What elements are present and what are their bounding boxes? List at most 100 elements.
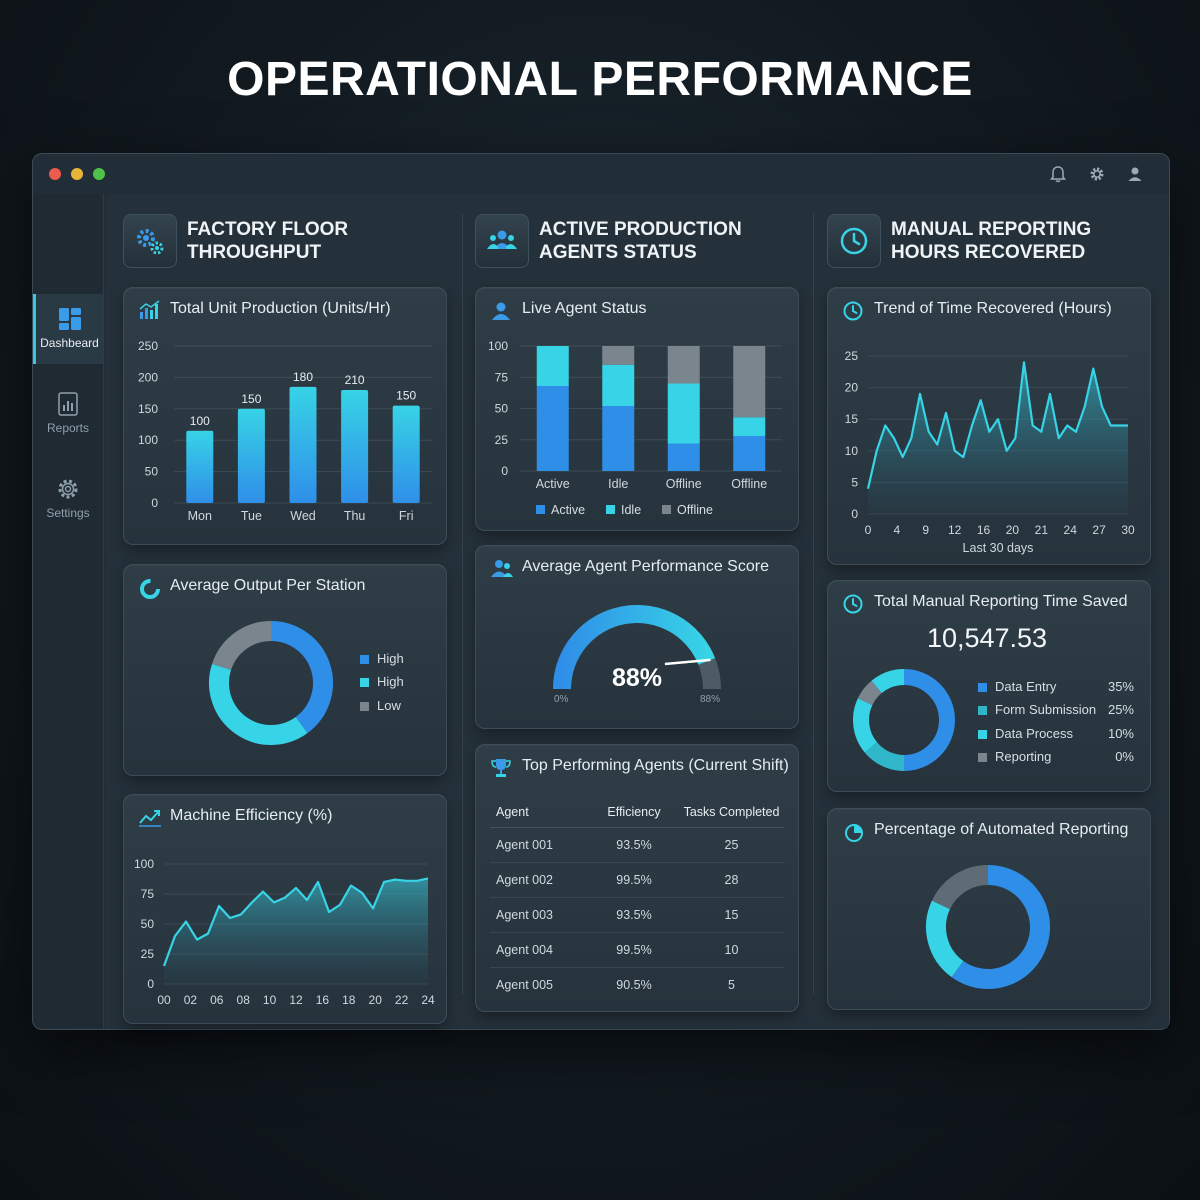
column-header: Tasks Completed bbox=[679, 797, 784, 828]
x-tick-label: Mon bbox=[188, 509, 212, 523]
pie-chart-icon bbox=[140, 579, 160, 599]
section-title: FACTORY FLOOR THROUGHPUT bbox=[187, 219, 349, 263]
efficiency-cell: 90.5% bbox=[616, 978, 652, 992]
gauge-max-label: 88% bbox=[700, 694, 721, 705]
area-fill bbox=[868, 362, 1128, 514]
unit-production-chart: 0 50 100 150 200 250 100 Mon 150 Tue 180 Wed 210 Thu 1… bbox=[138, 339, 432, 523]
x-tick-label: 00 bbox=[157, 993, 171, 1007]
column-divider bbox=[462, 214, 463, 994]
column-header: Agent bbox=[490, 797, 589, 828]
y-tick-label: 200 bbox=[138, 370, 158, 384]
x-tick-label: 18 bbox=[342, 993, 356, 1007]
column-divider bbox=[813, 214, 814, 994]
maximize-window-button[interactable] bbox=[93, 168, 105, 180]
bar bbox=[341, 389, 369, 503]
clock-icon bbox=[843, 301, 863, 321]
trend-recovered-chart: 0 5 10 15 20 25 0 4 9 12 16 20 21 24 27 30 Last 30 days bbox=[845, 349, 1135, 555]
series-line bbox=[866, 361, 1128, 489]
legend-value: 35% bbox=[1107, 679, 1134, 694]
y-tick-label: 0 bbox=[151, 496, 158, 510]
person-icon bbox=[492, 302, 510, 320]
efficiency-cell: 93.5% bbox=[589, 897, 679, 933]
x-tick-label: 02 bbox=[184, 993, 198, 1007]
table-row[interactable]: Agent 005 90.5% 5 bbox=[490, 968, 784, 1003]
stacked-bar-segment bbox=[733, 436, 766, 471]
table-row[interactable]: Agent 002 99.5% 28 bbox=[490, 862, 784, 898]
y-tick-label: 250 bbox=[138, 339, 158, 353]
sidebar-item-reports[interactable]: Reports bbox=[33, 379, 103, 449]
card-title: Average Output Per Station bbox=[170, 577, 366, 594]
bar bbox=[237, 408, 265, 503]
donut-slice bbox=[951, 865, 1050, 989]
bar bbox=[186, 430, 214, 503]
bar bbox=[289, 386, 317, 503]
x-tick-label: Fri bbox=[399, 509, 414, 523]
agent-name-cell: Agent 002 bbox=[490, 862, 589, 898]
bar-value-label: 210 bbox=[345, 373, 365, 387]
efficiency-cell: 93.5% bbox=[589, 827, 679, 863]
x-tick-label: 12 bbox=[289, 993, 303, 1007]
reports-icon bbox=[58, 392, 78, 416]
dashboard-content: FACTORY FLOOR THROUGHPUT ACTIVE PRODUCTI… bbox=[105, 194, 1168, 1028]
user-icon[interactable] bbox=[1125, 164, 1145, 184]
legend-label: Active bbox=[551, 503, 585, 517]
legend-swatch bbox=[662, 505, 671, 514]
donut-slice bbox=[209, 663, 308, 745]
column-header: Efficiency bbox=[589, 797, 679, 828]
stacked-bar-segment bbox=[733, 417, 766, 436]
y-tick-label: 25 bbox=[141, 947, 155, 961]
gear-icon[interactable] bbox=[1087, 164, 1107, 184]
close-window-button[interactable] bbox=[49, 168, 61, 180]
card-title: Live Agent Status bbox=[522, 300, 647, 317]
table-row[interactable]: Agent 003 93.5% 15 bbox=[490, 897, 784, 933]
legend-value: 10% bbox=[1107, 726, 1134, 741]
machine-efficiency-chart: 0 25 50 75 100 00 02 06 08 10 12 16 18 20 22 24 bbox=[134, 857, 435, 1007]
minimize-window-button[interactable] bbox=[71, 168, 83, 180]
clock-icon bbox=[843, 594, 863, 614]
legend-label: Offline bbox=[677, 503, 713, 517]
bar-value-label: 180 bbox=[293, 370, 313, 384]
stacked-bar-segment bbox=[667, 346, 700, 384]
sidebar-item-dashboard[interactable]: Dashbeard bbox=[33, 294, 103, 364]
section-title: MANUAL REPORTING HOURS RECOVERED bbox=[891, 219, 1092, 263]
legend-swatch bbox=[606, 505, 615, 514]
sidebar-item-settings[interactable]: Settings bbox=[33, 464, 103, 534]
bell-icon[interactable] bbox=[1048, 164, 1068, 184]
legend-item: Data Process bbox=[978, 726, 1073, 741]
settings-icon bbox=[58, 479, 78, 499]
x-tick-label: 16 bbox=[977, 523, 991, 537]
series-line bbox=[162, 877, 429, 967]
efficiency-cell: 99.5% bbox=[589, 932, 679, 968]
table-header-row: Agent Efficiency Tasks Completed bbox=[490, 797, 784, 828]
trend-line-icon bbox=[139, 810, 161, 827]
app-window: Dashbeard Reports Settings bbox=[32, 153, 1170, 1030]
card-live-agent-status: Live Agent Status 0 25 50 75 100 Active Idle Of… bbox=[475, 287, 799, 531]
x-tick-label: Offline bbox=[731, 477, 767, 491]
y-tick-label: 25 bbox=[845, 349, 859, 363]
x-tick-label: 4 bbox=[894, 523, 901, 537]
gauge-min-label: 0% bbox=[554, 694, 569, 705]
people-icon bbox=[491, 560, 513, 577]
y-tick-label: 75 bbox=[141, 887, 155, 901]
table-row[interactable]: Agent 001 93.5% 25 bbox=[490, 827, 784, 863]
stacked-bar-segment bbox=[667, 383, 700, 444]
tasks-cell: 10 bbox=[679, 932, 784, 968]
legend-item: Form Submission bbox=[978, 702, 1096, 717]
donut-slice bbox=[270, 621, 333, 734]
card-trend-recovered: Trend of Time Recovered (Hours) 0 5 10 15 20… bbox=[827, 287, 1151, 565]
card-agent-performance: Average Agent Performance Score 88% 0% 8… bbox=[475, 545, 799, 729]
card-title: Percentage of Automated Reporting bbox=[874, 821, 1129, 838]
table-row[interactable]: Agent 004 99.5% 10 bbox=[490, 932, 784, 968]
bar-chart-icon bbox=[139, 300, 160, 319]
y-tick-label: 50 bbox=[145, 465, 159, 479]
x-tick-label: 24 bbox=[421, 993, 435, 1007]
legend-item: Reporting bbox=[978, 749, 1051, 764]
gauge-value: 88% bbox=[611, 664, 663, 692]
x-tick-label: 10 bbox=[263, 993, 277, 1007]
legend-value: 0% bbox=[1115, 749, 1134, 764]
x-tick-label: 16 bbox=[316, 993, 330, 1007]
legend-value: 25% bbox=[1107, 702, 1134, 717]
card-title: Top Performing Agents (Current Shift) bbox=[522, 757, 789, 774]
bar-value-label: 150 bbox=[241, 392, 261, 406]
y-tick-label: 100 bbox=[134, 857, 154, 871]
